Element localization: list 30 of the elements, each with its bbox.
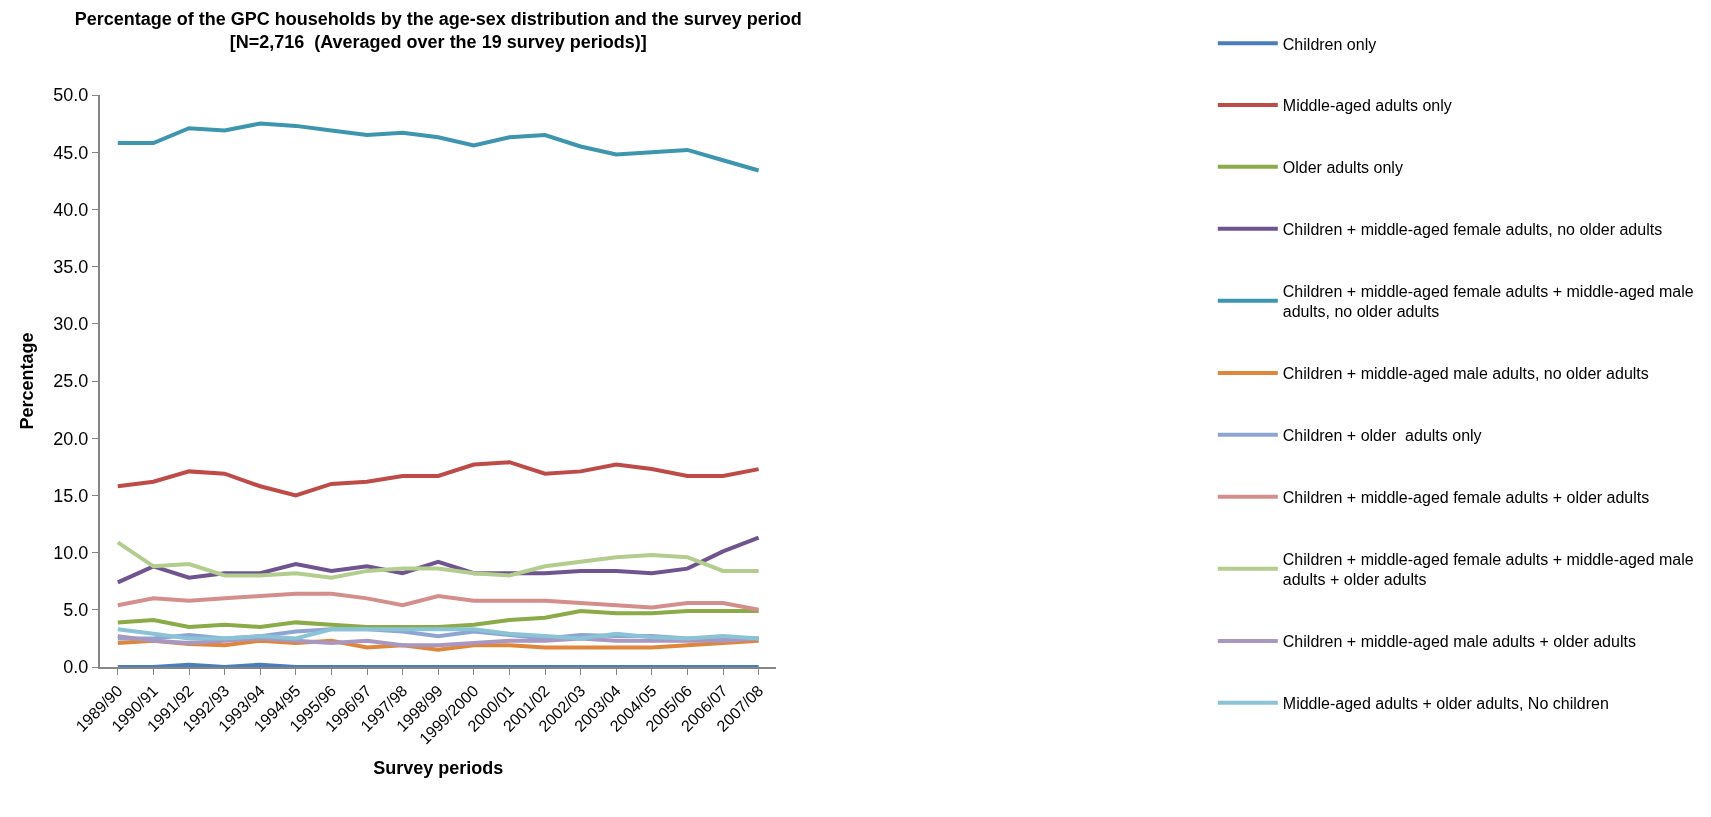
- y-tick-label: 0.0: [63, 657, 89, 678]
- y-axis-title: Percentage: [17, 332, 38, 430]
- y-tick-label: 40.0: [53, 199, 89, 220]
- legend-label: Middle-aged adults only: [1282, 97, 1452, 115]
- y-tick-label: 45.0: [53, 142, 89, 163]
- y-tick-label: 50.0: [53, 85, 89, 106]
- y-tick-label: 30.0: [53, 314, 89, 335]
- legend-label: Children + middle-aged female adults + middle-aged male adults, no older adults: [1282, 282, 1694, 321]
- y-tick-label: 25.0: [53, 371, 89, 392]
- line-series: [115, 591, 761, 612]
- legend-label: Children + middle-aged male adults, no older adults: [1282, 365, 1649, 383]
- y-tick-label: 5.0: [63, 600, 89, 621]
- y-tick-label: 20.0: [53, 428, 89, 449]
- x-axis-title: Survey periods: [373, 758, 504, 779]
- line-series: [115, 121, 761, 173]
- line-series: [115, 608, 761, 629]
- legend-label: Children + middle-aged female adults + older adults: [1282, 488, 1650, 506]
- y-tick-label: 10.0: [53, 542, 89, 563]
- legend-label: Children + middle-aged male adults + older adults: [1282, 633, 1636, 651]
- legend-label: Middle-aged adults + older adults, No children: [1282, 695, 1609, 713]
- chart-title: Percentage of the GPC households by the age-sex distribution and the survey period [N=2,716 (Averaged over the 19 survey periods)]: [74, 8, 802, 52]
- legend-label: Children only: [1282, 35, 1377, 53]
- legend-label: Children + older adults only: [1282, 427, 1482, 445]
- line-series: [115, 627, 761, 641]
- legend-label: Older adults only: [1282, 159, 1403, 177]
- y-tick-label: 15.0: [53, 485, 89, 506]
- legend-label: Children + middle-aged female adults + middle-aged male adults + older adults: [1282, 550, 1694, 589]
- legend-label: Children + middle-aged female adults, no older adults: [1282, 220, 1663, 238]
- y-tick-label: 35.0: [53, 256, 89, 277]
- line-series: [115, 460, 761, 498]
